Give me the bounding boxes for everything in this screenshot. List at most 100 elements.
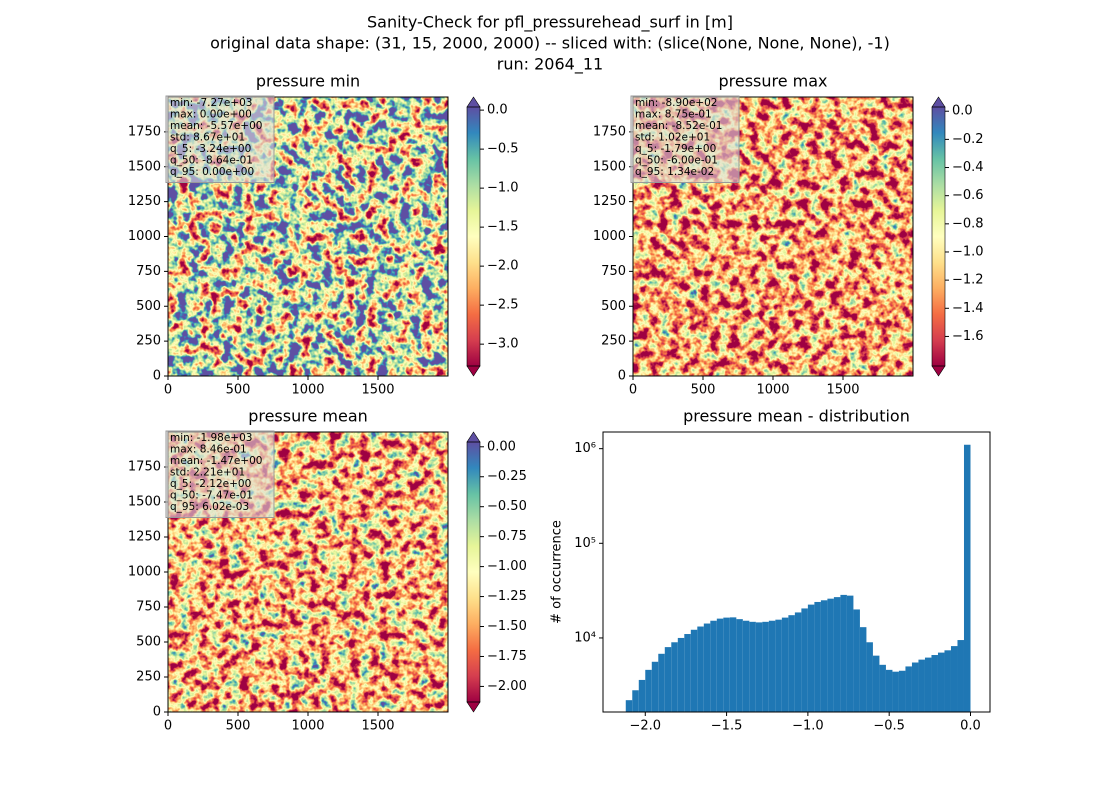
histogram-bar — [710, 620, 717, 712]
stats-line: max: 8.46e-01 — [170, 444, 247, 456]
y-tick-label: 1000 — [128, 229, 161, 244]
y-tick-label: 1500 — [128, 495, 161, 510]
histogram-bar — [716, 618, 724, 712]
colorbar-tick-label: −2.5 — [487, 298, 519, 313]
histogram-bar — [879, 664, 886, 712]
colorbar-tick-label: −1.75 — [487, 649, 527, 664]
y-tick-label: 1750 — [593, 124, 626, 139]
histogram-bar — [690, 629, 698, 712]
histogram-bar — [937, 652, 945, 712]
histogram-bar — [677, 637, 685, 712]
histogram-bar — [749, 621, 756, 712]
colorbar-tick-label: −1.4 — [952, 301, 984, 316]
x-tick-label: −1.5 — [711, 719, 743, 734]
histogram-bar — [918, 659, 925, 712]
colorbar-tick-label: −0.4 — [952, 160, 984, 175]
histogram-bar — [840, 594, 847, 712]
colorbar-extend — [466, 701, 481, 713]
y-tick-label: 500 — [601, 299, 626, 314]
colorbar-tick-label: −0.5 — [487, 142, 519, 157]
stats-line: min: -7.27e+03 — [170, 97, 252, 109]
stats-line: max: 0.00e+00 — [170, 109, 252, 121]
histogram-bar — [846, 595, 854, 712]
histogram-bar — [853, 609, 860, 712]
y-tick-label: 250 — [136, 334, 161, 349]
histogram-bar — [859, 627, 867, 712]
x-tick-label: 0.0 — [960, 719, 981, 734]
colorbar-frame — [931, 106, 946, 367]
colorbar-tick-label: −2.00 — [487, 679, 527, 694]
x-tick-label: 1500 — [361, 719, 394, 734]
y-tick-label: 10⁵ — [574, 536, 596, 551]
histogram-bar — [950, 646, 958, 712]
colorbar-tick-label: −1.6 — [952, 329, 984, 344]
histogram-bar — [911, 662, 919, 712]
y-tick-label: 1000 — [593, 229, 626, 244]
x-tick-label: 1500 — [361, 383, 394, 398]
axes-title: pressure mean - distribution — [683, 407, 910, 426]
y-tick-label: 500 — [136, 299, 161, 314]
axes-title: pressure mean — [248, 407, 368, 426]
histogram-bar — [658, 653, 665, 712]
stats-box — [165, 430, 275, 518]
histogram-bar — [866, 642, 873, 712]
colorbar-tick-label: 0.00 — [487, 439, 516, 454]
colorbar — [932, 107, 945, 366]
stats-line: min: -8.90e+02 — [635, 97, 717, 109]
colorbar-tick-label: −1.5 — [487, 220, 519, 235]
stats-line: q_50: -8.64e-01 — [170, 155, 253, 167]
histogram-bar — [638, 679, 646, 712]
histogram-bar — [931, 655, 938, 712]
colorbar-tick-label: −1.0 — [487, 181, 519, 196]
figure-title: original data shape: (31, 15, 2000, 2000… — [210, 34, 890, 53]
colorbar — [467, 107, 480, 366]
colorbar-frame — [466, 106, 481, 367]
histogram-bar — [625, 700, 633, 712]
stats-line: q_95: 6.02e-03 — [170, 501, 249, 513]
histogram-bar — [957, 640, 964, 712]
stats-box — [630, 95, 740, 183]
histogram-bar — [781, 617, 789, 712]
histogram-bar — [807, 604, 815, 712]
histogram-bar — [664, 647, 672, 712]
x-tick-label: 1000 — [291, 719, 324, 734]
axes-frame — [602, 431, 991, 713]
histogram-bar — [645, 669, 652, 712]
stats-line: q_95: 0.00e+00 — [170, 166, 254, 178]
y-tick-label: 0 — [153, 705, 161, 720]
histogram-bar — [924, 657, 932, 712]
y-tick-label: 1000 — [128, 565, 161, 580]
histogram-bar — [963, 444, 971, 712]
y-tick-label: 250 — [601, 334, 626, 349]
histogram-bar — [697, 626, 704, 712]
y-tick-label: 0 — [618, 369, 626, 384]
stats-line: mean: -5.57e+00 — [170, 120, 262, 132]
colorbar-tick-label: −0.8 — [952, 216, 984, 231]
histogram-bar — [944, 650, 951, 712]
colorbar-tick-label: −3.0 — [487, 337, 519, 352]
colorbar-tick-label: 0.0 — [952, 104, 973, 119]
colorbar-tick-label: −0.25 — [487, 469, 527, 484]
x-tick-label: 0 — [629, 383, 637, 398]
stats-line: std: 8.67e+01 — [170, 132, 245, 144]
y-tick-label: 0 — [153, 369, 161, 384]
histogram-bar — [729, 617, 737, 712]
y-tick-label: 1750 — [128, 124, 161, 139]
y-tick-label: 750 — [136, 600, 161, 615]
colorbar-tick-label: −0.2 — [952, 132, 984, 147]
histogram-bar — [827, 598, 834, 712]
histogram-bar — [820, 600, 828, 712]
colorbar-tick-label: 0.0 — [487, 103, 508, 118]
histogram-bar — [872, 655, 880, 712]
x-tick-label: 1000 — [291, 383, 324, 398]
colorbar-tick-label: −2.0 — [487, 259, 519, 274]
y-tick-label: 750 — [136, 264, 161, 279]
histogram-bar — [723, 617, 730, 712]
stats-box — [165, 95, 275, 183]
colorbar-extend — [466, 431, 481, 443]
stats-line: std: 2.21e+01 — [170, 467, 245, 479]
stats-line: max: 8.75e-01 — [635, 109, 712, 121]
colorbar-extend — [466, 365, 481, 377]
colorbar-tick-label: −1.00 — [487, 559, 527, 574]
